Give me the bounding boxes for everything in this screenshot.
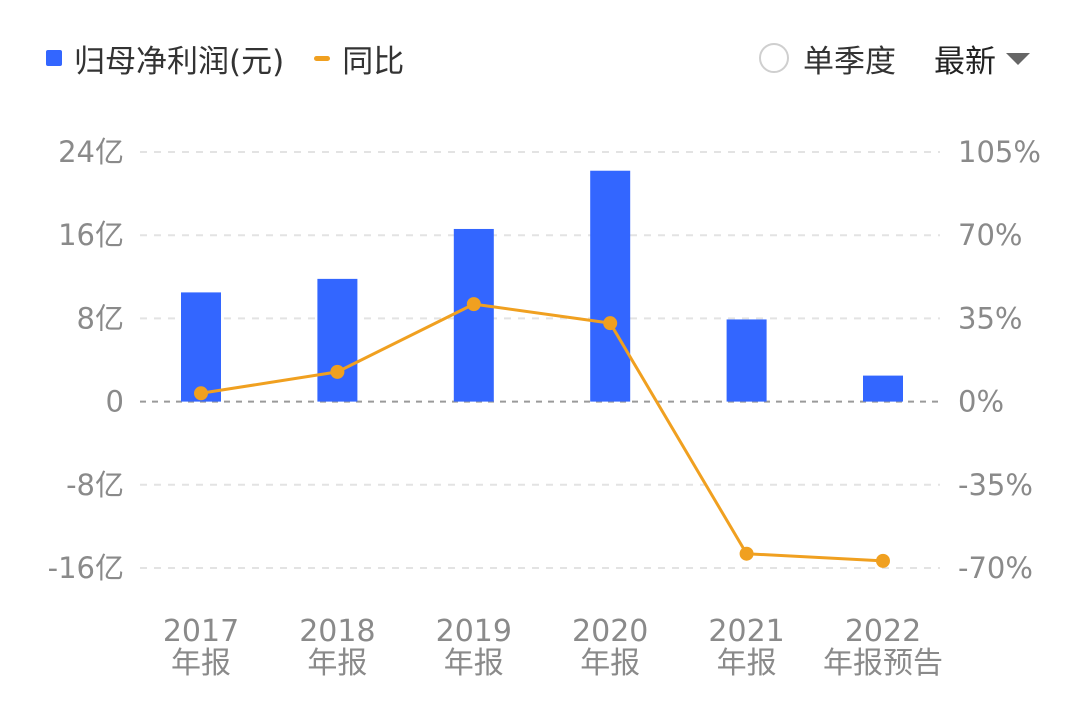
y-right-tick-label: 0% — [958, 385, 1004, 419]
latest-label: 最新 — [934, 43, 996, 80]
y-left-tick-label: 16亿 — [58, 218, 124, 252]
quarter-radio[interactable] — [759, 43, 789, 73]
bar — [726, 319, 767, 402]
bar-series-swatch — [46, 50, 62, 66]
x-tick-label-year: 2019 — [436, 614, 512, 649]
legend-label-net-profit: 归母净利润(元) — [74, 43, 285, 80]
y-left-tick-label: -8亿 — [66, 468, 124, 502]
legend-item-yoy[interactable]: 同比 — [314, 36, 404, 81]
y-left-tick-label: 0 — [106, 385, 124, 419]
bar — [590, 170, 631, 402]
x-tick-label-year: 2018 — [299, 614, 375, 649]
y-right-tick-label: 35% — [958, 301, 1022, 335]
bar — [863, 375, 903, 402]
y-right-tick-label: 70% — [958, 218, 1022, 252]
x-tick-label-period: 年报 — [307, 646, 367, 681]
latest-dropdown[interactable]: 最新 — [934, 36, 1030, 81]
yoy-line — [200, 302, 884, 563]
chevron-down-icon — [1006, 53, 1030, 65]
x-tick-label-year: 2022 — [845, 614, 921, 649]
bar — [181, 292, 221, 402]
y-left-tick-label: 24亿 — [58, 135, 124, 169]
yoy-point — [876, 553, 890, 568]
legend-item-net-profit[interactable]: 归母净利润(元) — [46, 36, 284, 81]
x-tick-label-year: 2020 — [572, 614, 648, 649]
x-tick-label-period: 年报预告 — [823, 646, 943, 681]
y-left-tick-label: -16亿 — [48, 551, 124, 585]
x-tick-label-year: 2021 — [708, 614, 784, 649]
x-tick-label-year: 2017 — [163, 614, 239, 649]
legend-label-yoy: 同比 — [342, 43, 405, 80]
yoy-point — [330, 364, 345, 379]
legend: 归母净利润(元) 同比 — [46, 36, 434, 81]
quarter-label[interactable]: 单季度 — [803, 43, 896, 80]
line-series-swatch — [314, 55, 331, 61]
y-right-tick-label: -35% — [958, 468, 1033, 502]
x-tick-label-period: 年报 — [444, 646, 504, 681]
chart-controls: 单季度 最新 — [759, 36, 1030, 81]
y-right-tick-label: 105% — [958, 135, 1041, 169]
bar — [453, 228, 494, 402]
y-right-tick-label: -70% — [958, 551, 1033, 585]
bar — [317, 278, 358, 402]
x-tick-label-period: 年报 — [717, 646, 777, 681]
yoy-point — [739, 546, 754, 561]
yoy-point — [466, 297, 481, 312]
yoy-point — [603, 316, 618, 331]
x-tick-label-period: 年报 — [580, 646, 640, 681]
yoy-point — [194, 386, 208, 401]
x-tick-label-period: 年报 — [171, 646, 231, 681]
y-left-tick-label: 8亿 — [77, 301, 124, 335]
